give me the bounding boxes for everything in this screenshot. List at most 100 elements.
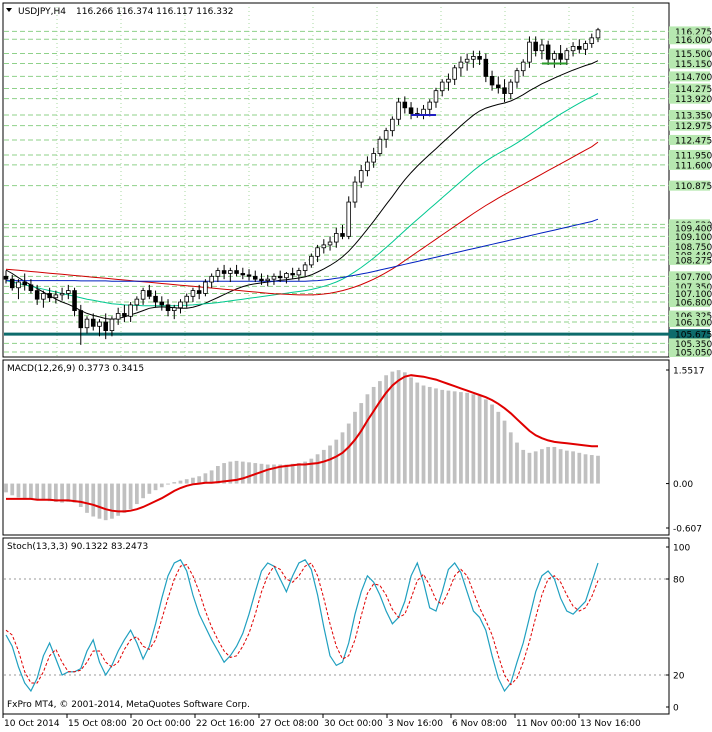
candle — [115, 307, 121, 325]
candle-body — [171, 307, 177, 311]
candle-body — [489, 76, 495, 86]
triangle-down-icon[interactable] — [6, 8, 12, 12]
macd-bar — [571, 451, 575, 484]
moving-average-line-0 — [5, 60, 599, 320]
macd-bar — [552, 446, 557, 484]
candle — [209, 273, 214, 288]
macd-bar — [110, 483, 114, 519]
time-axis-label: 11 Nov 00:00 — [516, 719, 577, 729]
macd-bar — [471, 394, 476, 484]
moving-average-line-1 — [5, 93, 599, 307]
macd-signal — [6, 374, 598, 513]
price-level-label: 113.350 — [675, 111, 712, 121]
candle-body — [452, 67, 457, 80]
price-level-label: 115.150 — [675, 60, 712, 70]
candle-body — [47, 293, 52, 299]
level-label-box — [669, 34, 710, 45]
candle-body — [564, 50, 570, 60]
macd-bar — [415, 382, 420, 484]
candle-body — [209, 275, 214, 283]
time-axis-label: 6 Nov 08:00 — [452, 719, 507, 729]
macd-bar — [103, 483, 108, 521]
candle — [252, 270, 258, 283]
candle-body — [539, 44, 545, 52]
macd-bar — [85, 483, 89, 513]
candle-body — [221, 270, 227, 274]
macd-bar — [35, 483, 40, 500]
stoch-lines — [5, 558, 599, 693]
candle-body — [196, 290, 202, 294]
candle-body — [246, 274, 252, 277]
candle — [203, 279, 208, 297]
candle-body — [365, 161, 370, 172]
candle — [246, 269, 252, 281]
moving-averages — [5, 60, 599, 320]
candle — [508, 79, 514, 100]
price-level-label: 105.050 — [675, 349, 712, 359]
candle-body — [514, 70, 520, 83]
candle — [178, 299, 183, 314]
candle-body — [265, 278, 270, 282]
stoch-axis-label: 0 — [673, 704, 679, 714]
level-label-box — [669, 310, 710, 321]
macd-bar — [540, 449, 544, 484]
candle — [408, 102, 414, 120]
candle — [471, 50, 476, 68]
time-axis: 10 Oct 2014 15 Oct 08:00 20 Oct 00:00 22 Oc… — [2, 714, 641, 729]
macd-bar — [490, 404, 494, 484]
candle-body — [234, 270, 239, 274]
candle — [134, 296, 140, 311]
macd-bar — [328, 445, 332, 484]
price-level-label: 106.100 — [675, 319, 712, 329]
macd-bar — [409, 377, 413, 484]
stoch-grid — [4, 578, 669, 676]
candle-body — [277, 275, 283, 279]
macd-bar — [284, 464, 289, 484]
candle-body — [228, 270, 233, 274]
macd-bar — [496, 411, 501, 484]
candle-body — [527, 41, 532, 63]
candle — [103, 313, 108, 340]
candle — [184, 293, 189, 308]
price-level-label: 109.100 — [675, 233, 712, 243]
candle-body — [134, 298, 140, 306]
macd-bar — [421, 385, 426, 484]
candle-body — [520, 61, 526, 72]
macd-bar — [546, 446, 551, 484]
macd-axis-label: 1.5517 — [673, 367, 705, 377]
level-label-box — [669, 231, 710, 242]
candle-body — [203, 281, 208, 294]
candle-body — [215, 270, 221, 277]
candle-body — [115, 313, 121, 320]
candle — [427, 99, 433, 117]
macd-bar — [197, 476, 202, 484]
candle-body — [570, 46, 576, 52]
candle-body — [296, 270, 302, 276]
candle-body — [66, 290, 71, 294]
macd-bar — [334, 439, 339, 484]
level-label-box — [669, 134, 710, 145]
macd-bar — [247, 462, 251, 484]
candle-body — [427, 101, 433, 110]
macd-bar — [508, 432, 513, 484]
macd-bar — [596, 455, 600, 484]
candle-body — [315, 247, 320, 257]
candle-body — [396, 101, 401, 120]
macd-bar — [521, 449, 526, 484]
candle-body — [340, 233, 345, 237]
macd-bar — [315, 454, 320, 484]
candle-body — [34, 290, 40, 300]
candle — [196, 284, 202, 300]
price-level-label: 115.500 — [675, 50, 712, 60]
macd-bar — [216, 466, 220, 484]
macd-bar — [72, 483, 77, 503]
candle-body — [390, 118, 395, 132]
macd-bar — [265, 464, 270, 484]
level-label-box — [669, 317, 710, 328]
candle — [140, 287, 146, 305]
candle — [9, 274, 15, 291]
candle — [377, 136, 383, 157]
time-axis-label: 13 Nov 16:00 — [580, 719, 641, 729]
macd-bar — [4, 483, 8, 493]
macd-bar — [402, 372, 407, 484]
